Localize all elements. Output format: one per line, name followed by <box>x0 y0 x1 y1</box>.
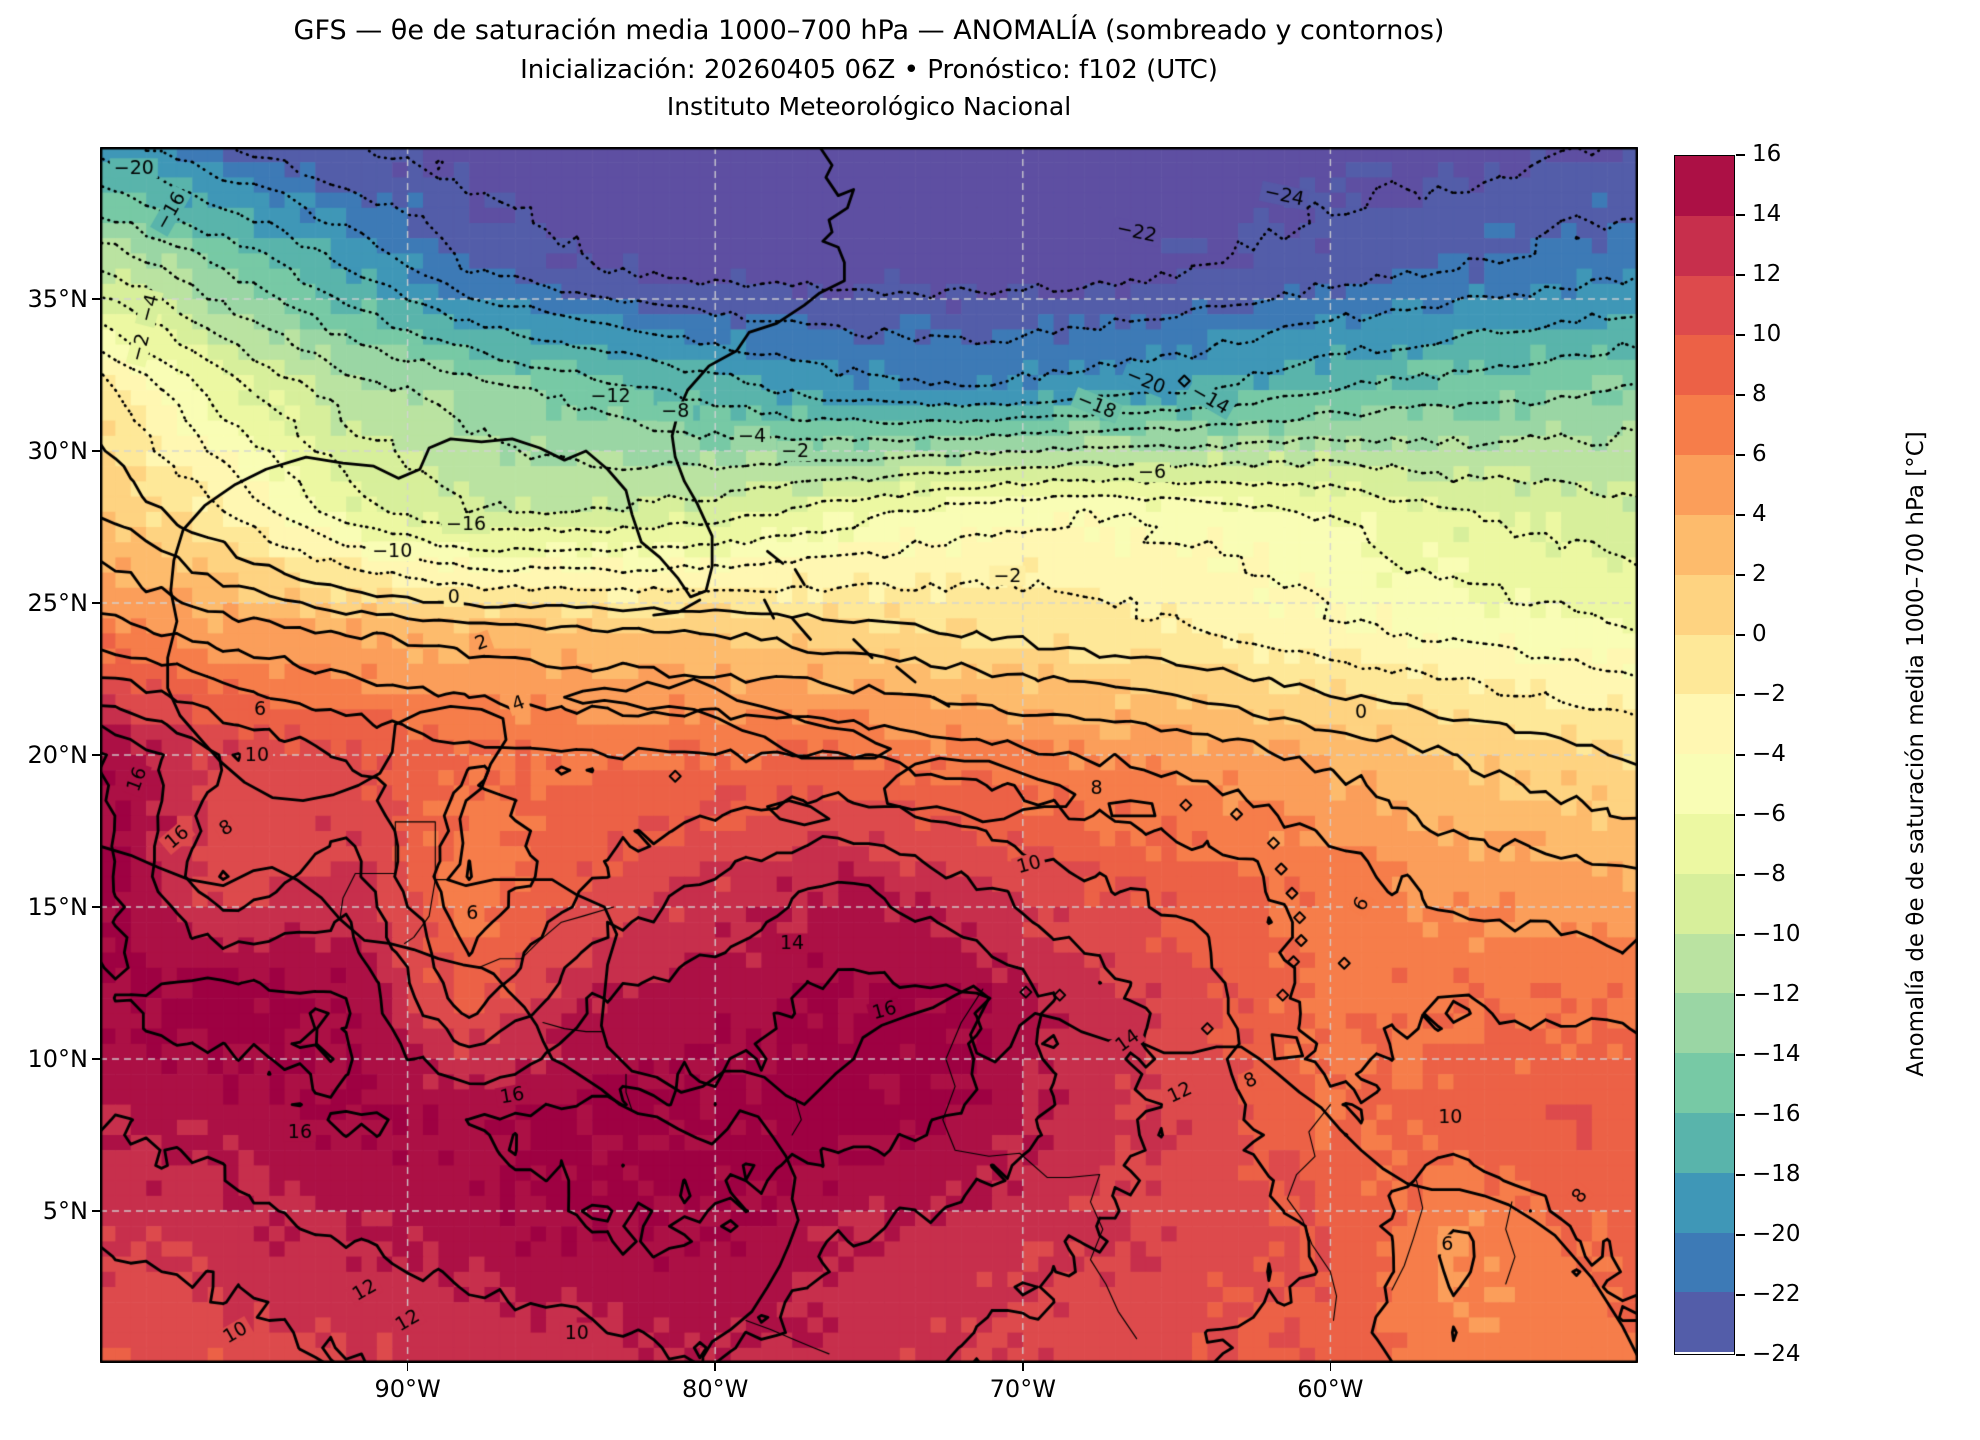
y-tick-label: 20°N <box>27 741 89 769</box>
colorbar-segment <box>1675 455 1734 515</box>
x-tickmark <box>714 1363 716 1371</box>
colorbar-segment <box>1675 275 1734 336</box>
y-tick-label: 35°N <box>27 285 89 313</box>
y-tick-label: 5°N <box>42 1197 88 1225</box>
colorbar-segment <box>1675 335 1734 396</box>
y-tickmark <box>92 602 100 604</box>
colorbar-axis-label: Anomalía de θe de saturación media 1000–… <box>1903 431 1929 1077</box>
y-tick-label: 25°N <box>27 589 89 617</box>
colorbar-tickmark <box>1736 394 1745 396</box>
colorbar-segment <box>1675 1232 1734 1293</box>
colorbar-tickmark <box>1736 334 1745 336</box>
chart-subtitle: Inicialización: 20260405 06Z • Pronóstic… <box>520 54 1218 85</box>
x-tick-label: 80°W <box>682 1375 749 1403</box>
colorbar-tickmark <box>1736 934 1745 936</box>
x-tickmark <box>1329 1363 1332 1371</box>
colorbar-tick-label: −24 <box>1752 1341 1801 1367</box>
colorbar-segment <box>1675 395 1734 456</box>
colorbar-tick-label: −8 <box>1752 861 1786 887</box>
y-tickmark <box>92 1058 100 1060</box>
colorbar-segment <box>1675 1113 1734 1173</box>
colorbar-tickmark <box>1736 1174 1745 1176</box>
colorbar-segment <box>1675 1292 1734 1353</box>
colorbar-segment <box>1675 754 1734 814</box>
colorbar-tick-label: −22 <box>1752 1281 1801 1307</box>
y-tick-label: 15°N <box>27 893 89 921</box>
colorbar-tickmark <box>1736 694 1745 696</box>
colorbar-segment <box>1675 1053 1734 1113</box>
colorbar-tick-label: −12 <box>1752 981 1801 1007</box>
x-tick-label: 70°W <box>989 1375 1056 1403</box>
colorbar-tick-label: 16 <box>1752 141 1782 167</box>
x-tickmark <box>406 1363 409 1371</box>
x-tickmark <box>1022 1363 1024 1371</box>
colorbar-tickmark <box>1736 574 1745 576</box>
y-tickmark <box>92 1210 100 1212</box>
colorbar-tick-label: −16 <box>1752 1101 1801 1127</box>
colorbar-tickmark <box>1736 1054 1745 1056</box>
colorbar-tick-label: −14 <box>1752 1041 1801 1067</box>
colorbar-segment <box>1675 574 1734 635</box>
colorbar-tickmark <box>1736 514 1745 516</box>
colorbar-tick-label: −2 <box>1752 681 1786 707</box>
colorbar-tick-label: 12 <box>1752 261 1782 287</box>
colorbar-tick-label: −18 <box>1752 1161 1801 1187</box>
colorbar-tick-label: 8 <box>1752 381 1767 407</box>
colorbar-segment <box>1675 813 1734 874</box>
colorbar-tickmark <box>1736 214 1745 216</box>
colorbar-tickmark <box>1736 1354 1745 1356</box>
contour-map-plot <box>100 147 1638 1363</box>
title-block: GFS — θe de saturación media 1000–700 hP… <box>100 14 1638 123</box>
colorbar-tickmark <box>1736 1294 1745 1296</box>
colorbar-tickmark <box>1736 994 1745 996</box>
colorbar-segment <box>1675 933 1734 994</box>
colorbar-segment <box>1675 514 1734 575</box>
colorbar-tickmark <box>1736 454 1745 456</box>
colorbar-tickmark <box>1736 754 1745 756</box>
colorbar-tick-label: −10 <box>1752 921 1801 947</box>
y-tick-label: 30°N <box>27 437 89 465</box>
colorbar-tickmark <box>1736 634 1745 636</box>
colorbar-tick-label: 14 <box>1752 201 1782 227</box>
x-tick-label: 90°W <box>374 1375 441 1403</box>
colorbar-tickmark <box>1736 154 1745 156</box>
colorbar-tick-label: 0 <box>1752 621 1767 647</box>
colorbar-tickmark <box>1736 1234 1745 1236</box>
colorbar-segment <box>1675 1172 1734 1233</box>
colorbar-segment <box>1675 215 1734 276</box>
colorbar-segment <box>1675 634 1734 695</box>
colorbar-tick-label: −6 <box>1752 801 1786 827</box>
colorbar-segment <box>1675 156 1734 216</box>
y-tickmark <box>92 906 100 908</box>
colorbar-segment <box>1675 873 1734 934</box>
x-tick-label: 60°W <box>1297 1375 1364 1403</box>
y-tickmark <box>92 298 100 300</box>
colorbar-tickmark <box>1736 874 1745 876</box>
colorbar-tick-label: 2 <box>1752 561 1767 587</box>
colorbar-tick-label: 6 <box>1752 441 1767 467</box>
colorbar-tick-label: −20 <box>1752 1221 1801 1247</box>
colorbar-tick-label: 4 <box>1752 501 1767 527</box>
colorbar-tick-label: −4 <box>1752 741 1786 767</box>
colorbar-tickmark <box>1736 1114 1745 1116</box>
colorbar-tickmark <box>1736 814 1745 816</box>
chart-title: GFS — θe de saturación media 1000–700 hP… <box>293 15 1445 46</box>
y-tickmark <box>92 450 100 452</box>
y-tickmark <box>92 754 100 756</box>
colorbar-segment <box>1675 694 1734 755</box>
colorbar-tick-label: 10 <box>1752 321 1782 347</box>
colorbar <box>1674 155 1735 1355</box>
y-tick-label: 10°N <box>27 1045 89 1073</box>
institution-line: Instituto Meteorológico Nacional <box>666 92 1072 122</box>
colorbar-tickmark <box>1736 274 1745 276</box>
colorbar-segment <box>1675 993 1734 1054</box>
